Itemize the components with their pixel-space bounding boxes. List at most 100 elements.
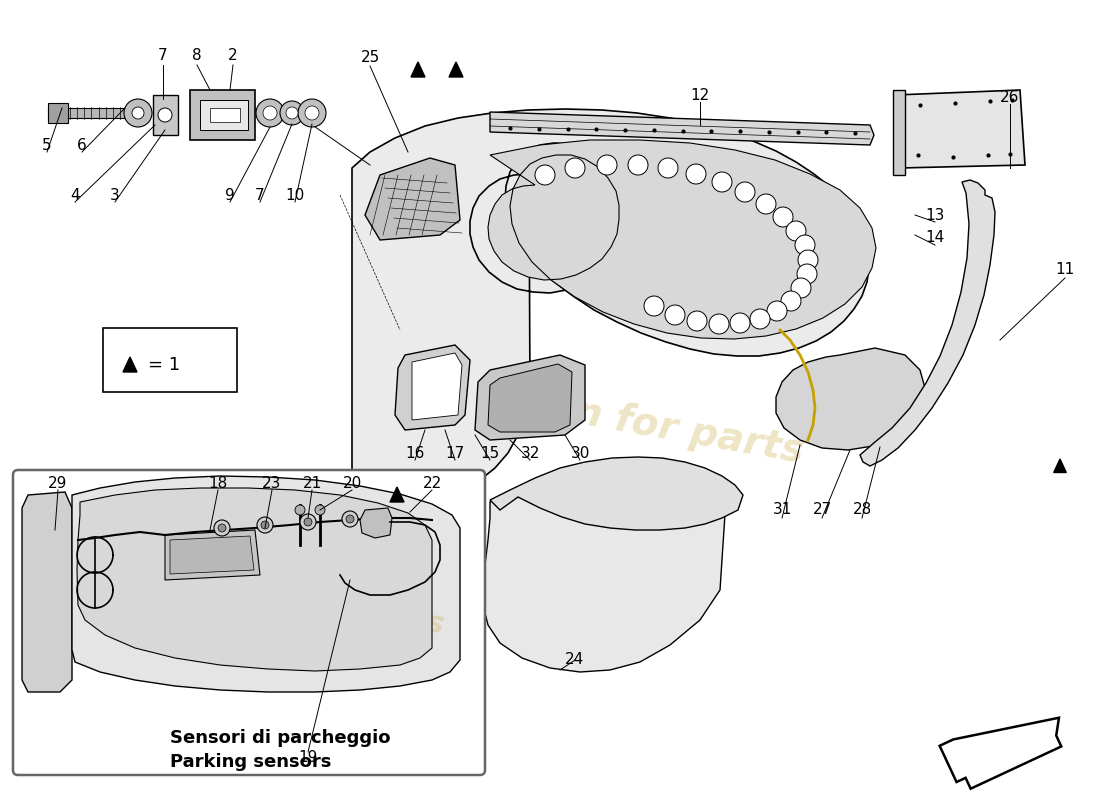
Polygon shape (72, 476, 460, 692)
Text: 22: 22 (422, 475, 441, 490)
Polygon shape (123, 357, 138, 372)
Circle shape (342, 511, 358, 527)
Polygon shape (365, 158, 460, 240)
Text: 32: 32 (520, 446, 540, 461)
Circle shape (132, 107, 144, 119)
Text: 14: 14 (925, 230, 945, 246)
Text: 10: 10 (285, 187, 305, 202)
Text: 19: 19 (298, 750, 318, 766)
Circle shape (798, 250, 818, 270)
Text: 30: 30 (570, 446, 590, 461)
Circle shape (791, 278, 811, 298)
Text: = 1: = 1 (148, 356, 180, 374)
Polygon shape (210, 108, 240, 122)
Text: 13: 13 (925, 207, 945, 222)
Polygon shape (893, 90, 905, 175)
Text: 28: 28 (852, 502, 871, 518)
Polygon shape (395, 345, 470, 430)
Polygon shape (411, 62, 425, 77)
Text: 12: 12 (691, 87, 710, 102)
Polygon shape (390, 487, 404, 502)
Text: 27: 27 (813, 502, 832, 518)
Text: 2: 2 (228, 47, 238, 62)
Circle shape (628, 155, 648, 175)
Text: 18: 18 (208, 475, 228, 490)
Circle shape (315, 505, 324, 515)
Circle shape (124, 99, 152, 127)
Polygon shape (475, 355, 585, 440)
Circle shape (735, 182, 755, 202)
Text: 31: 31 (772, 502, 792, 518)
Text: Sensori di parcheggio: Sensori di parcheggio (170, 729, 390, 747)
Circle shape (256, 99, 284, 127)
Polygon shape (488, 140, 876, 339)
Text: 16: 16 (405, 446, 425, 461)
Polygon shape (412, 353, 462, 420)
Text: 26: 26 (1000, 90, 1020, 105)
Circle shape (710, 314, 729, 334)
Text: 29: 29 (48, 475, 68, 490)
Polygon shape (360, 508, 392, 538)
Text: 7: 7 (158, 47, 168, 62)
Circle shape (535, 165, 556, 185)
Polygon shape (165, 530, 260, 580)
Polygon shape (860, 180, 996, 466)
Circle shape (295, 505, 305, 515)
Circle shape (261, 521, 270, 529)
Polygon shape (449, 62, 463, 77)
Circle shape (658, 158, 678, 178)
Circle shape (346, 515, 354, 523)
Text: Parking sensors: Parking sensors (170, 753, 331, 771)
Circle shape (767, 301, 786, 321)
Text: 6: 6 (77, 138, 87, 153)
Polygon shape (48, 108, 125, 118)
FancyBboxPatch shape (13, 470, 485, 775)
Text: 8: 8 (192, 47, 201, 62)
Polygon shape (77, 488, 432, 671)
FancyBboxPatch shape (103, 328, 236, 392)
Circle shape (305, 106, 319, 120)
Text: 24: 24 (565, 653, 584, 667)
Text: 21: 21 (302, 475, 321, 490)
Circle shape (666, 305, 685, 325)
Text: 5: 5 (42, 138, 52, 153)
Circle shape (565, 158, 585, 178)
Circle shape (158, 108, 172, 122)
Polygon shape (490, 112, 874, 145)
Text: 9: 9 (226, 187, 235, 202)
Circle shape (218, 524, 226, 532)
Polygon shape (483, 467, 727, 672)
Polygon shape (22, 492, 72, 692)
Circle shape (712, 172, 732, 192)
Circle shape (300, 514, 316, 530)
Circle shape (280, 101, 304, 125)
Text: 23: 23 (262, 475, 282, 490)
Circle shape (263, 106, 277, 120)
Text: 15: 15 (481, 446, 499, 461)
Text: 4: 4 (70, 187, 80, 202)
Circle shape (781, 291, 801, 311)
Circle shape (597, 155, 617, 175)
Text: 25: 25 (361, 50, 379, 66)
Text: 3: 3 (110, 187, 120, 202)
Polygon shape (153, 95, 178, 135)
Text: 11: 11 (1055, 262, 1075, 278)
Polygon shape (490, 457, 742, 530)
Circle shape (214, 520, 230, 536)
Polygon shape (352, 109, 869, 502)
Text: passion for parts: passion for parts (153, 560, 447, 640)
Circle shape (298, 99, 326, 127)
Circle shape (688, 311, 707, 331)
Circle shape (257, 517, 273, 533)
Circle shape (644, 296, 664, 316)
Circle shape (304, 518, 312, 526)
Polygon shape (895, 90, 1025, 168)
Polygon shape (1054, 459, 1066, 473)
Circle shape (786, 221, 806, 241)
Polygon shape (170, 536, 254, 574)
Polygon shape (200, 100, 248, 130)
Text: 17: 17 (446, 446, 464, 461)
Circle shape (798, 264, 817, 284)
Polygon shape (488, 364, 572, 432)
Circle shape (686, 164, 706, 184)
